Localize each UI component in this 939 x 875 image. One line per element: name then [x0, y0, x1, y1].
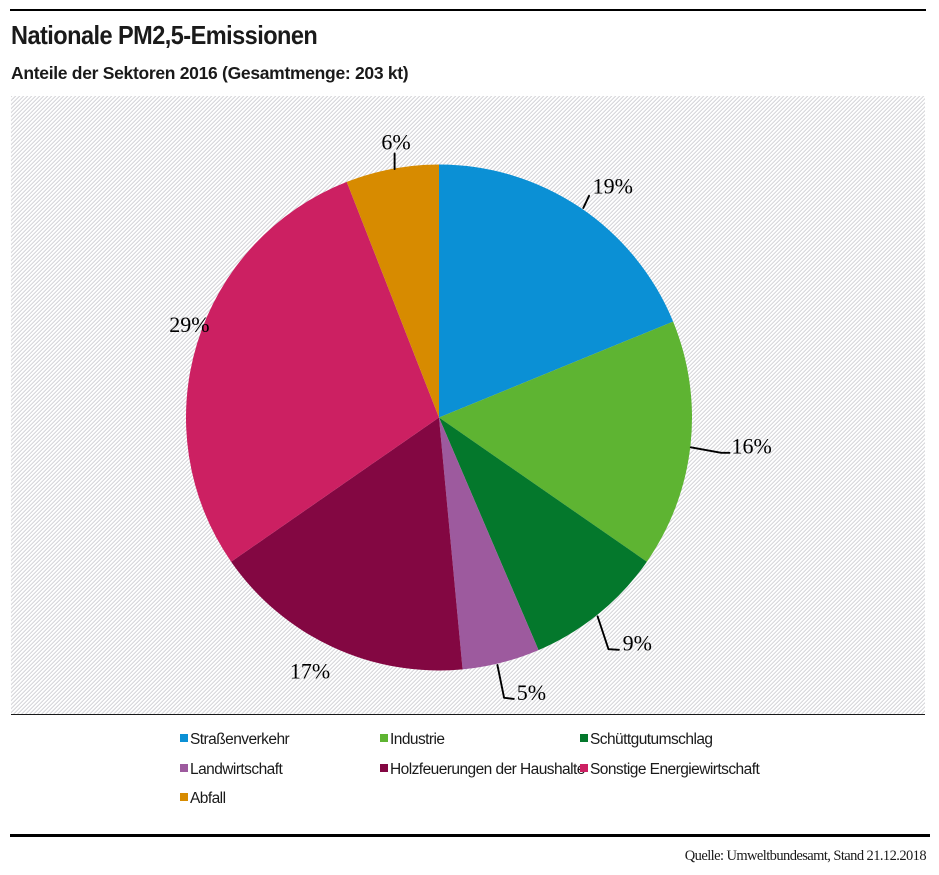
svg-text:17%: 17%	[290, 659, 330, 684]
svg-text:5%: 5%	[517, 680, 546, 705]
svg-text:16%: 16%	[732, 434, 772, 459]
svg-text:29%: 29%	[169, 312, 209, 337]
svg-text:19%: 19%	[593, 174, 633, 199]
svg-text:9%: 9%	[623, 631, 652, 656]
svg-text:6%: 6%	[381, 130, 410, 155]
